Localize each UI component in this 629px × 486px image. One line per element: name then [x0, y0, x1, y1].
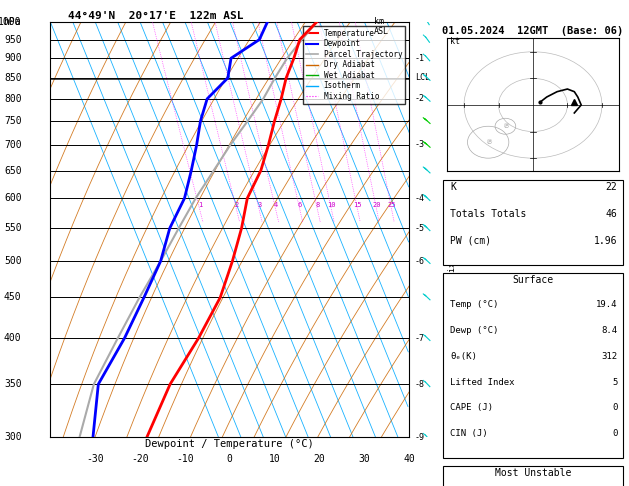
Text: 0: 0: [612, 429, 617, 438]
Text: -5: -5: [415, 224, 425, 233]
Text: 6: 6: [298, 202, 302, 208]
Text: km
ASL: km ASL: [374, 17, 389, 36]
Text: -3: -3: [415, 140, 425, 150]
Text: Dewp (°C): Dewp (°C): [450, 326, 499, 335]
Bar: [443, 180, 623, 265]
Text: Totals Totals: Totals Totals: [450, 209, 526, 219]
Text: 20: 20: [372, 202, 381, 208]
Text: Temp (°C): Temp (°C): [450, 300, 499, 309]
Text: -7: -7: [415, 333, 425, 343]
Text: -20: -20: [131, 454, 149, 464]
Text: Most Unstable: Most Unstable: [495, 468, 571, 478]
Bar: [443, 273, 623, 458]
Text: K: K: [450, 182, 456, 192]
Text: 600: 600: [4, 193, 21, 203]
Text: 4: 4: [274, 202, 278, 208]
Text: 750: 750: [4, 116, 21, 126]
X-axis label: Dewpoint / Temperature (°C): Dewpoint / Temperature (°C): [145, 439, 314, 449]
Text: 300: 300: [4, 433, 21, 442]
Text: 30: 30: [359, 454, 370, 464]
Text: -1: -1: [415, 54, 425, 63]
Text: Lifted Index: Lifted Index: [450, 378, 515, 386]
Bar: [443, 466, 623, 486]
Text: 450: 450: [4, 293, 21, 302]
Text: 350: 350: [4, 379, 21, 389]
Text: PW (cm): PW (cm): [450, 236, 491, 246]
Text: θₑ(K): θₑ(K): [450, 352, 477, 361]
Text: 22: 22: [606, 182, 617, 192]
Text: -9: -9: [415, 433, 425, 442]
Text: CAPE (J): CAPE (J): [450, 403, 493, 412]
Text: 312: 312: [601, 352, 617, 361]
Text: 500: 500: [4, 256, 21, 266]
Text: 550: 550: [4, 223, 21, 233]
Text: 700: 700: [4, 140, 21, 150]
Text: 8.4: 8.4: [601, 326, 617, 335]
Text: Surface: Surface: [513, 276, 554, 285]
Text: 2: 2: [235, 202, 239, 208]
Text: Mixing Ratio (g/kg): Mixing Ratio (g/kg): [448, 182, 457, 277]
Text: 10: 10: [269, 454, 281, 464]
Text: -30: -30: [86, 454, 104, 464]
Text: 650: 650: [4, 166, 21, 175]
Text: 19.4: 19.4: [596, 300, 617, 309]
Text: 1.96: 1.96: [594, 236, 617, 246]
Text: hPa: hPa: [3, 17, 21, 27]
Text: 10: 10: [327, 202, 336, 208]
Text: 3: 3: [257, 202, 261, 208]
Text: 850: 850: [4, 73, 21, 83]
Text: 900: 900: [4, 53, 21, 63]
Text: CIN (J): CIN (J): [450, 429, 488, 438]
Text: 950: 950: [4, 35, 21, 45]
Text: 25: 25: [387, 202, 396, 208]
Text: 400: 400: [4, 333, 21, 343]
Text: 40: 40: [403, 454, 415, 464]
Text: 0: 0: [227, 454, 233, 464]
Text: 01.05.2024  12GMT  (Base: 06): 01.05.2024 12GMT (Base: 06): [442, 26, 623, 36]
Text: -8: -8: [415, 380, 425, 389]
Text: -6: -6: [415, 257, 425, 265]
Text: -4: -4: [415, 194, 425, 203]
Legend: Temperature, Dewpoint, Parcel Trajectory, Dry Adiabat, Wet Adiabat, Isotherm, Mi: Temperature, Dewpoint, Parcel Trajectory…: [303, 26, 406, 104]
Text: -10: -10: [176, 454, 194, 464]
Text: -2: -2: [415, 94, 425, 104]
Text: 5: 5: [612, 378, 617, 386]
Text: 800: 800: [4, 94, 21, 104]
Text: 44°49'N  20°17'E  122m ASL: 44°49'N 20°17'E 122m ASL: [69, 11, 244, 21]
Text: 0: 0: [612, 403, 617, 412]
Text: 15: 15: [353, 202, 362, 208]
Text: 20: 20: [314, 454, 325, 464]
Text: 1000: 1000: [0, 17, 21, 27]
Text: 1: 1: [198, 202, 202, 208]
Text: LCL: LCL: [415, 73, 430, 83]
Text: 8: 8: [315, 202, 320, 208]
Text: 46: 46: [606, 209, 617, 219]
